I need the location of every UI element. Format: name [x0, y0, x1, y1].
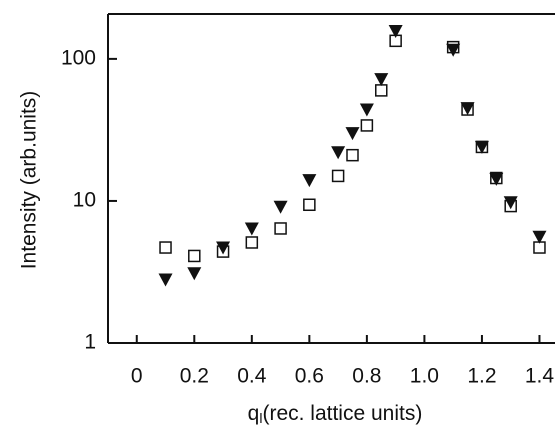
triangle-marker — [532, 230, 547, 244]
x-tick-label: 1.0 — [410, 365, 439, 388]
x-tick-label: 0.6 — [295, 365, 324, 388]
triangle-marker — [158, 273, 173, 287]
triangle-marker — [374, 73, 389, 87]
triangle-marker — [474, 140, 489, 154]
square-marker — [346, 148, 359, 162]
triangle-marker — [187, 267, 202, 281]
square-marker — [159, 241, 172, 254]
triangle-marker — [446, 43, 461, 57]
x-tick-label: 0.8 — [352, 365, 381, 388]
square-marker — [245, 236, 259, 249]
x-tick-label: 1.4 — [525, 365, 555, 388]
square-marker — [375, 84, 388, 97]
triangle-marker — [345, 127, 360, 141]
triangle-marker — [503, 196, 518, 210]
x-label-sub: l — [259, 410, 262, 426]
square-marker — [188, 249, 201, 263]
triangle-marker — [489, 172, 504, 186]
square-marker — [331, 169, 345, 183]
triangle-marker — [460, 102, 475, 116]
triangle-marker — [216, 241, 231, 255]
x-tick-label: 0.4 — [237, 365, 267, 388]
triangle-marker — [302, 174, 317, 188]
triangle-marker — [359, 103, 374, 117]
x-tick-label: 1.2 — [467, 365, 496, 388]
x-tick-label: 0 — [131, 365, 143, 388]
triangle-marker — [244, 222, 259, 236]
square-marker — [303, 198, 316, 212]
x-label-rest: (rec. lattice units) — [262, 402, 422, 425]
x-label-main: q — [248, 402, 260, 425]
triangle-marker — [331, 146, 346, 160]
x-tick-label: 0.2 — [180, 365, 209, 388]
triangle-marker — [388, 25, 403, 39]
y-tick-label: 10 — [73, 188, 96, 211]
y-axis-label: Intensity (arb.units) — [18, 91, 41, 270]
y-tick-label: 1 — [84, 331, 96, 354]
y-tick-label: 100 — [61, 46, 96, 69]
x-axis-label: ql(rec. lattice units) — [248, 402, 423, 426]
triangle-marker — [273, 200, 288, 214]
square-marker — [360, 119, 374, 132]
square-marker — [274, 222, 287, 235]
